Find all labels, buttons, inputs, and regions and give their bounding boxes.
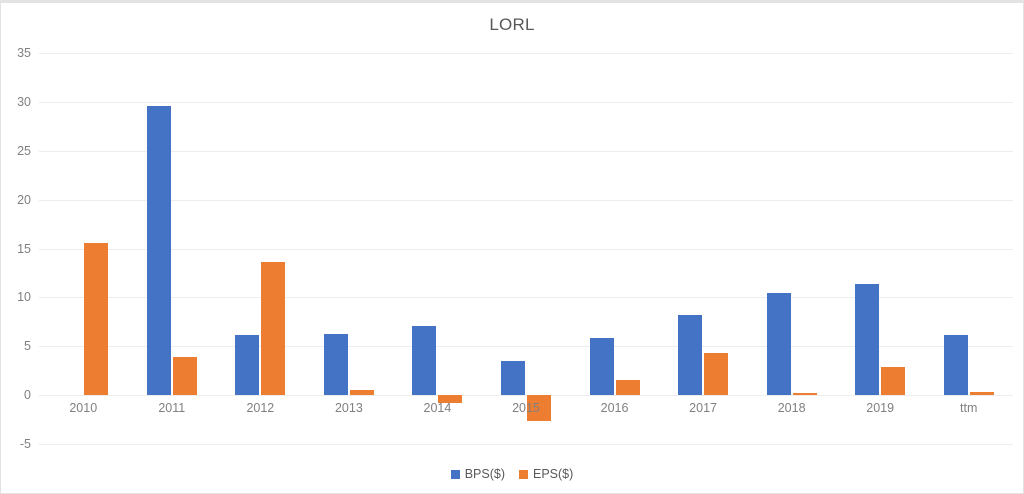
bar-group	[747, 53, 836, 444]
bar-bps-2016[interactable]	[589, 338, 614, 396]
x-axis-tick-label: 2013	[334, 401, 363, 415]
bar-group	[216, 53, 305, 444]
bar-group	[924, 53, 1013, 444]
y-axis-tick-label: 35	[17, 46, 31, 60]
bar-eps-2010[interactable]	[84, 242, 109, 396]
bar-bps-ttm[interactable]	[943, 334, 968, 396]
chart-title: LORL	[489, 15, 535, 34]
gridline	[39, 297, 1013, 299]
bar-group	[836, 53, 925, 444]
bar-bps-2012[interactable]	[235, 335, 260, 396]
x-axis-tick-label: 2019	[866, 401, 895, 415]
bar-eps-2014[interactable]	[438, 395, 463, 403]
bar-bps-2014[interactable]	[412, 325, 437, 396]
chart-legend: BPS($) EPS($)	[1, 467, 1023, 481]
x-axis-labels: 2010 2011 2012 2013 2014 2015 2016 2017 2018 2019…	[39, 401, 1013, 423]
gridline	[39, 101, 1013, 103]
x-axis-tick-label: 2014	[423, 401, 452, 415]
bar-bps-2011[interactable]	[146, 105, 171, 396]
bar-eps-2011[interactable]	[172, 357, 197, 396]
bar-group	[570, 53, 659, 444]
gridline	[39, 199, 1013, 201]
y-axis-tick-label: 30	[17, 94, 31, 109]
bar-eps-ttm[interactable]	[969, 392, 994, 396]
bar-bps-2015[interactable]	[500, 360, 525, 396]
y-axis-tick-label: 15	[17, 241, 31, 256]
y-axis-tick-label: 5	[24, 339, 31, 354]
bar-bps-2017[interactable]	[678, 314, 703, 396]
bar-groups	[39, 53, 1013, 444]
plot-gridlines	[39, 53, 1013, 445]
legend-item[interactable]: BPS($)	[450, 467, 505, 481]
bar-eps-2017[interactable]	[704, 353, 729, 396]
y-axis-tick-label: 25	[17, 143, 31, 158]
gridline	[39, 395, 1013, 397]
bar-bps-2018[interactable]	[766, 293, 791, 396]
x-axis-tick-label: 2012	[246, 401, 275, 415]
y-axis-tick-label: 20	[17, 192, 31, 207]
legend-item[interactable]: EPS($)	[519, 467, 573, 481]
bar-eps-2013[interactable]	[349, 390, 374, 396]
bar-bps-2019[interactable]	[855, 283, 880, 396]
legend-label: BPS($)	[464, 467, 505, 481]
bar-group	[482, 53, 571, 444]
legend-swatch-icon	[519, 469, 528, 479]
bar-group	[39, 53, 128, 444]
y-axis-tick-label: 0	[24, 388, 31, 403]
gridline	[39, 248, 1013, 250]
bar-group	[659, 53, 748, 444]
x-axis-tick-label: 2011	[158, 401, 186, 415]
x-axis-tick-label: 2010	[69, 401, 98, 415]
bar-eps-2012[interactable]	[261, 262, 286, 396]
gridline	[39, 150, 1013, 152]
x-axis-tick-label: 2016	[600, 401, 629, 415]
x-axis-tick-label: ttm	[960, 401, 978, 415]
bar-eps-2015[interactable]	[526, 395, 551, 421]
x-axis-tick-label: 2015	[512, 401, 540, 415]
bar-eps-2018[interactable]	[792, 392, 817, 396]
bar-group	[128, 53, 217, 444]
bar-group	[305, 53, 394, 444]
bar-eps-2019[interactable]	[881, 366, 906, 396]
legend-label: EPS($)	[533, 467, 574, 481]
gridline	[39, 53, 1013, 54]
y-axis-tick-label: 10	[17, 290, 31, 305]
x-axis-tick-label: 2017	[689, 401, 717, 415]
y-axis-tick-label: -5	[19, 437, 31, 451]
x-axis-tick-label: 2018	[777, 401, 806, 415]
gridline	[39, 444, 1013, 445]
bar-eps-2016[interactable]	[615, 380, 640, 396]
gridline	[39, 346, 1013, 348]
bar-bps-2013[interactable]	[323, 333, 348, 396]
bar-group	[393, 53, 482, 444]
legend-swatch-icon	[450, 469, 460, 479]
y-axis-labels: 35 30 25 20 15 10 5 0 -5	[1, 46, 31, 451]
